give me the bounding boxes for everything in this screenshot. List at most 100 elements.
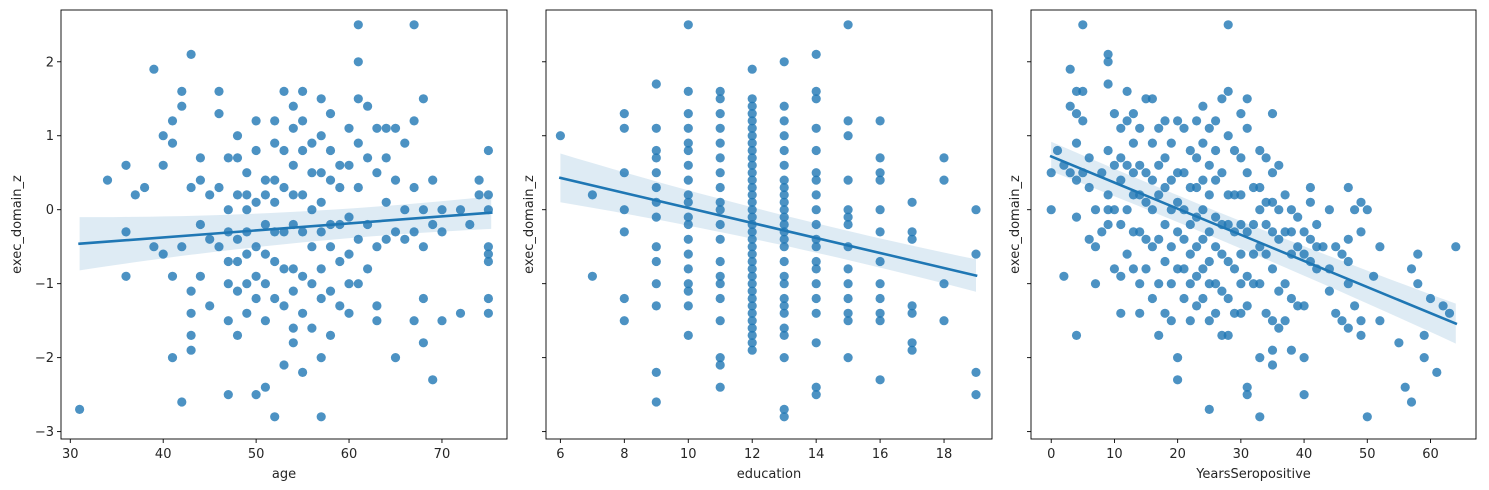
data-point <box>186 345 196 355</box>
data-point <box>1084 182 1094 193</box>
x-axis-ticks: 30 40 50 60 70 <box>62 439 450 462</box>
data-point <box>1128 168 1138 178</box>
data-point <box>353 138 363 148</box>
data-point <box>747 286 757 296</box>
data-point <box>747 271 757 281</box>
data-point <box>400 138 410 148</box>
data-point <box>683 249 693 259</box>
data-point <box>1324 205 1334 215</box>
data-point <box>335 256 345 267</box>
data-point <box>372 168 382 178</box>
data-point <box>1362 205 1372 215</box>
data-point <box>335 182 345 193</box>
data-point <box>381 153 391 163</box>
data-point <box>195 271 205 281</box>
data-point <box>747 123 757 133</box>
data-point <box>747 242 757 252</box>
data-point <box>747 234 757 244</box>
data-point <box>279 360 289 370</box>
data-point <box>1286 227 1296 237</box>
data-point <box>1248 249 1259 259</box>
plot-frame <box>1030 9 1477 440</box>
data-point <box>1135 160 1145 170</box>
data-point <box>279 182 289 193</box>
data-point <box>1192 271 1202 281</box>
data-point <box>651 123 661 133</box>
data-point <box>437 316 447 326</box>
data-point <box>683 20 693 30</box>
data-point <box>1160 153 1170 163</box>
data-point <box>316 264 326 274</box>
data-point <box>251 390 261 400</box>
data-point <box>1166 138 1176 148</box>
data-point <box>260 190 270 200</box>
data-point <box>715 353 725 363</box>
data-point <box>1242 227 1252 237</box>
data-point <box>1154 190 1164 200</box>
data-point <box>1204 279 1214 289</box>
data-point <box>316 353 326 363</box>
data-point <box>619 168 629 178</box>
data-point <box>307 242 317 252</box>
data-point <box>1217 330 1227 340</box>
data-point <box>251 197 261 207</box>
data-point <box>325 175 336 185</box>
data-point <box>390 227 401 237</box>
data-point <box>1103 49 1113 60</box>
data-point <box>1242 301 1252 311</box>
data-point <box>483 145 493 156</box>
data-point <box>1255 145 1265 156</box>
data-point <box>242 205 252 215</box>
data-point <box>1135 227 1145 237</box>
data-point <box>316 227 326 237</box>
data-point <box>715 316 725 326</box>
data-point <box>260 316 270 326</box>
data-point <box>1071 86 1082 96</box>
data-point <box>683 212 693 222</box>
data-point <box>811 390 821 400</box>
data-point <box>1160 219 1170 230</box>
data-point <box>1211 279 1221 289</box>
data-point <box>353 279 363 289</box>
data-point <box>843 131 853 141</box>
data-point <box>1217 168 1227 178</box>
data-point <box>1071 212 1082 222</box>
data-point <box>683 138 693 148</box>
data-point <box>1154 279 1164 289</box>
data-point <box>1116 271 1126 281</box>
y-axis-label: exec_domain_z <box>522 175 537 274</box>
x-tick-label: 40 <box>155 447 172 462</box>
data-point <box>619 293 629 304</box>
data-point <box>270 197 280 207</box>
data-point <box>1267 227 1278 237</box>
x-axis-label: education <box>737 467 802 482</box>
data-point <box>779 301 789 311</box>
data-point <box>260 279 270 289</box>
data-point <box>372 301 382 311</box>
data-point <box>651 182 661 193</box>
data-point <box>1293 242 1303 252</box>
data-point <box>270 138 280 148</box>
data-point <box>1090 205 1101 215</box>
data-point <box>121 271 131 281</box>
data-point <box>251 145 261 156</box>
data-point <box>1305 197 1315 207</box>
data-point <box>260 382 270 392</box>
data-point <box>1211 212 1221 222</box>
data-point <box>1198 234 1208 244</box>
data-point <box>251 116 261 126</box>
data-point <box>1116 219 1126 230</box>
data-point <box>1154 123 1164 133</box>
data-point <box>214 182 224 193</box>
panel-education: 6 8 10 12 14 16 18 education exec_domain_z <box>522 9 993 482</box>
data-point <box>1331 242 1341 252</box>
data-point <box>270 412 280 422</box>
data-point <box>418 293 428 304</box>
data-point <box>483 249 493 259</box>
data-point <box>651 212 661 222</box>
data-point <box>1141 264 1151 274</box>
data-point <box>651 79 661 89</box>
data-point <box>177 242 187 252</box>
data-point <box>455 205 466 215</box>
data-point <box>288 101 298 111</box>
